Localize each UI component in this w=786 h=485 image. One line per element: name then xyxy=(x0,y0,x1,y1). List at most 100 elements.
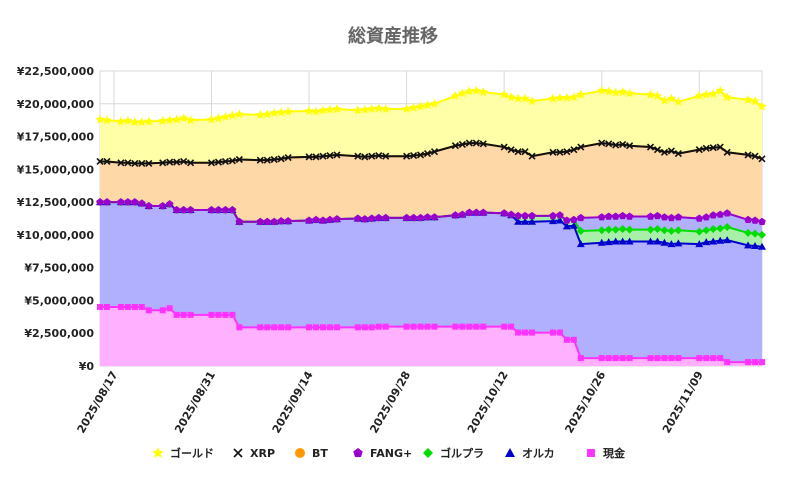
data-point xyxy=(527,96,537,106)
data-point xyxy=(611,212,620,220)
data-point xyxy=(723,223,732,232)
data-point xyxy=(207,205,216,214)
data-point xyxy=(131,159,139,167)
data-point xyxy=(415,101,426,111)
data-point xyxy=(283,106,293,116)
data-point xyxy=(157,115,168,125)
data-point xyxy=(452,323,459,330)
data-point xyxy=(576,226,585,235)
data-point xyxy=(403,152,411,160)
data-point xyxy=(569,221,578,229)
data-point xyxy=(284,217,292,225)
data-point xyxy=(313,324,320,331)
data-point xyxy=(401,104,412,114)
data-point xyxy=(144,116,154,126)
data-point xyxy=(528,152,536,160)
data-point xyxy=(570,336,577,343)
data-point xyxy=(326,324,333,331)
data-point xyxy=(319,324,326,331)
data-point xyxy=(577,143,585,151)
data-point xyxy=(270,217,279,226)
data-point xyxy=(625,212,634,220)
data-point xyxy=(521,148,529,156)
data-point xyxy=(326,215,334,224)
data-point xyxy=(131,304,138,310)
data-point xyxy=(186,205,195,214)
area-fill xyxy=(100,202,762,247)
data-point xyxy=(123,115,133,125)
legend-label: オルカ xyxy=(522,447,555,460)
data-point xyxy=(208,311,215,318)
data-point xyxy=(710,355,717,362)
data-point xyxy=(228,157,236,165)
data-point xyxy=(227,110,238,120)
data-point xyxy=(285,324,292,331)
data-point xyxy=(604,238,613,246)
data-point xyxy=(429,98,440,108)
data-point xyxy=(236,324,243,331)
data-point xyxy=(102,115,112,125)
data-point xyxy=(556,211,564,219)
data-point xyxy=(647,355,654,362)
data-point xyxy=(695,214,704,222)
data-point xyxy=(367,104,377,114)
data-point xyxy=(515,329,522,336)
data-point xyxy=(333,215,341,223)
data-point xyxy=(617,86,628,97)
data-point xyxy=(138,304,145,310)
data-point xyxy=(450,90,461,100)
data-point xyxy=(270,155,278,164)
data-point xyxy=(722,92,732,102)
data-point xyxy=(117,159,125,167)
data-point xyxy=(597,238,606,246)
data-point xyxy=(354,152,362,160)
data-point xyxy=(709,224,718,233)
data-point xyxy=(306,324,313,331)
data-point xyxy=(466,323,473,330)
data-point xyxy=(507,210,515,218)
data-point xyxy=(96,157,104,166)
y-tick-label: ¥12,500,000 xyxy=(17,196,95,209)
data-point xyxy=(695,240,704,248)
data-point xyxy=(751,229,760,238)
data-point xyxy=(611,237,620,245)
data-point xyxy=(234,109,245,119)
data-point xyxy=(660,238,669,246)
data-point xyxy=(744,215,752,224)
data-point xyxy=(131,198,139,206)
data-point xyxy=(473,323,480,330)
data-point xyxy=(555,92,565,102)
data-point xyxy=(611,225,620,234)
data-point xyxy=(563,216,571,224)
data-point xyxy=(256,217,265,226)
data-point xyxy=(458,210,467,218)
data-point xyxy=(326,152,334,160)
data-point xyxy=(96,198,104,206)
data-point xyxy=(701,89,712,99)
data-point xyxy=(625,225,634,234)
data-point xyxy=(752,359,759,366)
data-point xyxy=(618,211,627,220)
data-point xyxy=(507,146,515,154)
data-point xyxy=(667,240,676,248)
data-point xyxy=(138,199,146,207)
data-point xyxy=(235,217,244,226)
y-tick-label: ¥15,000,000 xyxy=(17,163,95,176)
data-point xyxy=(521,211,529,220)
data-point xyxy=(332,104,342,114)
data-point xyxy=(325,104,335,114)
data-point xyxy=(500,209,508,217)
data-point xyxy=(744,151,752,159)
data-point xyxy=(751,242,760,250)
data-point xyxy=(409,213,418,222)
data-point xyxy=(471,85,482,95)
legend-label: ゴールド xyxy=(170,446,214,460)
data-point xyxy=(284,153,292,162)
data-point xyxy=(410,323,417,330)
data-point xyxy=(159,307,166,314)
data-point xyxy=(423,150,432,158)
data-point xyxy=(743,94,753,104)
data-point xyxy=(675,355,682,362)
data-point xyxy=(605,140,613,148)
